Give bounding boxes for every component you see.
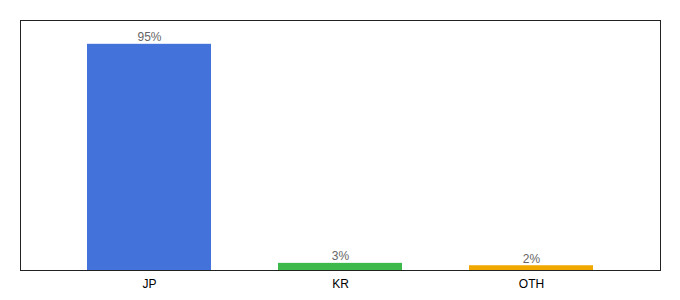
svg-text:3%: 3% (332, 249, 350, 263)
svg-text:JP: JP (142, 277, 156, 291)
svg-text:2%: 2% (523, 252, 541, 266)
svg-text:OTH: OTH (519, 277, 544, 291)
svg-text:KR: KR (332, 277, 349, 291)
svg-text:95%: 95% (137, 30, 161, 44)
